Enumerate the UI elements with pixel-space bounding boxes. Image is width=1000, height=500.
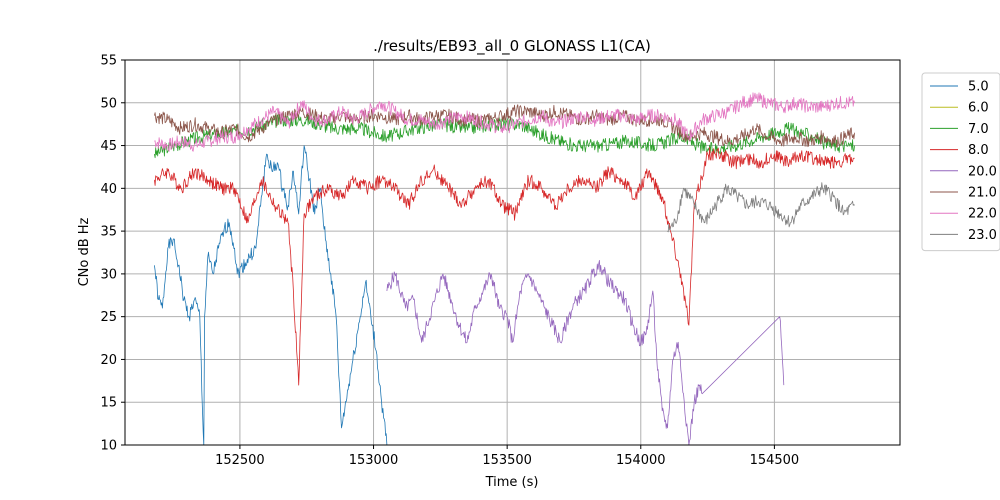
legend-label: 5.0 [968,80,989,95]
series-line-5.0 [154,145,388,445]
legend-label: 7.0 [968,122,989,137]
legend-label: 23.0 [968,228,997,243]
y-axis-ticks: 10 15 20 25 30 35 40 45 50 55 [100,54,125,454]
y-tick-label: 50 [100,96,117,111]
x-tick-label: 154000 [616,453,666,468]
series-line-8.0 [154,147,855,386]
series-line-23.0 [667,182,855,233]
legend: 5.0 6.0 7.0 8.0 20.0 21.0 22.0 23.0 [921,72,1000,252]
x-tick-label: 153000 [349,453,399,468]
y-tick-label: 55 [100,54,117,69]
legend-label: 8.0 [968,143,989,158]
legend-label: 20.0 [968,164,997,179]
y-tick-label: 25 [100,310,117,325]
series-line-21.0 [154,104,855,148]
series-line-20.0 [386,260,785,445]
x-tick-label: 153500 [482,453,532,468]
series-line-22.0 [154,92,855,152]
y-axis-title: CNo dB Hz [77,217,92,286]
y-tick-label: 20 [100,353,117,368]
x-axis-title: Time (s) [485,475,539,490]
series-layer [154,92,855,445]
legend-label: 22.0 [968,207,997,222]
x-axis-ticks: 152500 153000 153500 154000 154500 [215,445,799,468]
chart-title: ./results/EB93_all_0 GLONASS L1(CA) [373,37,651,56]
series-line-7.0 [154,113,855,159]
y-tick-label: 45 [100,139,117,154]
y-tick-label: 10 [100,439,117,454]
y-tick-label: 35 [100,225,117,240]
legend-box [921,72,1000,252]
x-tick-label: 154500 [750,453,800,468]
y-tick-label: 30 [100,267,117,282]
legend-label: 6.0 [968,101,989,116]
y-tick-label: 15 [100,396,117,411]
y-tick-label: 40 [100,182,117,197]
legend-label: 21.0 [968,186,997,201]
x-tick-label: 152500 [215,453,265,468]
plot-frame [124,59,901,446]
